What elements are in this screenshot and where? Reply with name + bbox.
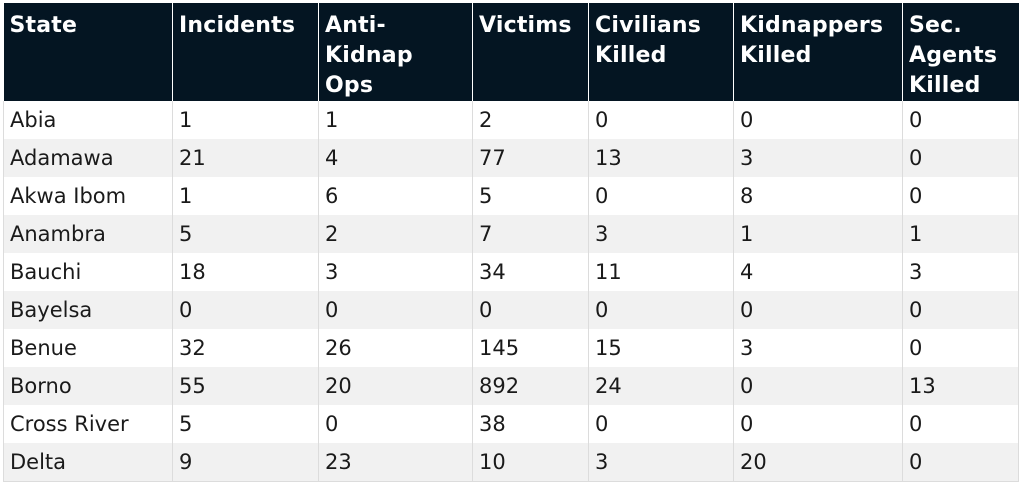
table-header: State Incidents Anti- Kidnap Ops Victims Civ… [3, 3, 1019, 101]
state-name-cell: Abia [3, 101, 173, 139]
table-cell-sec-agents-killed: 1 [902, 215, 1019, 253]
table-cell-sec-agents-killed: 0 [902, 101, 1019, 139]
column-header-victims: Victims [472, 3, 589, 101]
table-cell-incidents: 55 [172, 367, 319, 405]
table-cell-kidnappers-killed: 3 [733, 329, 903, 367]
table-cell-victims: 77 [472, 139, 589, 177]
table-cell-incidents: 0 [172, 291, 319, 329]
table-cell-sec-agents-killed: 0 [902, 139, 1019, 177]
table-cell-civilians-killed: 13 [588, 139, 734, 177]
column-header-kidnappers-killed: Kidnappers Killed [733, 3, 903, 101]
table-cell-sec-agents-killed: 0 [902, 291, 1019, 329]
table-cell-civilians-killed: 0 [588, 291, 734, 329]
table-cell-victims: 10 [472, 443, 589, 482]
table-row: Anambra 5 2 7 3 1 1 [3, 215, 1019, 253]
state-name-cell: Anambra [3, 215, 173, 253]
table-cell-civilians-killed: 0 [588, 405, 734, 443]
table-cell-civilians-killed: 0 [588, 101, 734, 139]
state-name-cell: Akwa Ibom [3, 177, 173, 215]
table-body: Abia 1 1 2 0 0 0 Adamawa 21 4 77 13 3 0 Akwa Ibom 1 6 5 0 8… [3, 101, 1019, 482]
table-cell-anti-kidnap-ops: 1 [318, 101, 473, 139]
table-row: Akwa Ibom 1 6 5 0 8 0 [3, 177, 1019, 215]
table-cell-victims: 7 [472, 215, 589, 253]
table-cell-civilians-killed: 15 [588, 329, 734, 367]
table-cell-kidnappers-killed: 20 [733, 443, 903, 482]
table-cell-victims: 38 [472, 405, 589, 443]
table-row: Borno 55 20 892 24 0 13 [3, 367, 1019, 405]
table-row: Cross River 5 0 38 0 0 0 [3, 405, 1019, 443]
table-cell-civilians-killed: 11 [588, 253, 734, 291]
table-cell-incidents: 21 [172, 139, 319, 177]
state-name-cell: Borno [3, 367, 173, 405]
table-cell-anti-kidnap-ops: 20 [318, 367, 473, 405]
column-header-civilians-killed: Civilians Killed [588, 3, 734, 101]
table-row: Abia 1 1 2 0 0 0 [3, 101, 1019, 139]
table-row: Bayelsa 0 0 0 0 0 0 [3, 291, 1019, 329]
table-row: Benue 32 26 145 15 3 0 [3, 329, 1019, 367]
table-cell-incidents: 32 [172, 329, 319, 367]
table-cell-sec-agents-killed: 0 [902, 443, 1019, 482]
table-cell-incidents: 5 [172, 215, 319, 253]
table-cell-anti-kidnap-ops: 26 [318, 329, 473, 367]
table-cell-kidnappers-killed: 0 [733, 367, 903, 405]
table-cell-anti-kidnap-ops: 23 [318, 443, 473, 482]
table-cell-civilians-killed: 0 [588, 177, 734, 215]
table-cell-kidnappers-killed: 0 [733, 405, 903, 443]
kidnapping-statistics-table: State Incidents Anti- Kidnap Ops Victims Civ… [3, 3, 1019, 482]
table-cell-incidents: 9 [172, 443, 319, 482]
table-cell-kidnappers-killed: 3 [733, 139, 903, 177]
table-cell-kidnappers-killed: 4 [733, 253, 903, 291]
header-row: State Incidents Anti- Kidnap Ops Victims Civ… [3, 3, 1019, 101]
table-cell-victims: 34 [472, 253, 589, 291]
state-name-cell: Bayelsa [3, 291, 173, 329]
table-cell-civilians-killed: 3 [588, 215, 734, 253]
table-cell-incidents: 1 [172, 101, 319, 139]
state-name-cell: Benue [3, 329, 173, 367]
state-name-cell: Bauchi [3, 253, 173, 291]
column-header-anti-kidnap-ops: Anti- Kidnap Ops [318, 3, 473, 101]
table-cell-anti-kidnap-ops: 4 [318, 139, 473, 177]
table-cell-sec-agents-killed: 0 [902, 329, 1019, 367]
table-cell-incidents: 1 [172, 177, 319, 215]
table-cell-sec-agents-killed: 0 [902, 177, 1019, 215]
table-row: Adamawa 21 4 77 13 3 0 [3, 139, 1019, 177]
table-cell-victims: 0 [472, 291, 589, 329]
table-cell-civilians-killed: 3 [588, 443, 734, 482]
state-name-cell: Adamawa [3, 139, 173, 177]
table-cell-incidents: 5 [172, 405, 319, 443]
table-row: Bauchi 18 3 34 11 4 3 [3, 253, 1019, 291]
column-header-incidents: Incidents [172, 3, 319, 101]
state-name-cell: Cross River [3, 405, 173, 443]
table-cell-kidnappers-killed: 0 [733, 291, 903, 329]
table-cell-victims: 145 [472, 329, 589, 367]
table-cell-anti-kidnap-ops: 3 [318, 253, 473, 291]
table-row: Delta 9 23 10 3 20 0 [3, 443, 1019, 482]
table-cell-anti-kidnap-ops: 2 [318, 215, 473, 253]
table-cell-victims: 892 [472, 367, 589, 405]
table-cell-sec-agents-killed: 13 [902, 367, 1019, 405]
table-cell-kidnappers-killed: 1 [733, 215, 903, 253]
table-cell-victims: 2 [472, 101, 589, 139]
table-cell-sec-agents-killed: 0 [902, 405, 1019, 443]
table-cell-civilians-killed: 24 [588, 367, 734, 405]
table-cell-incidents: 18 [172, 253, 319, 291]
table-cell-victims: 5 [472, 177, 589, 215]
table-cell-kidnappers-killed: 0 [733, 101, 903, 139]
table-cell-anti-kidnap-ops: 0 [318, 291, 473, 329]
table-cell-anti-kidnap-ops: 6 [318, 177, 473, 215]
table-cell-anti-kidnap-ops: 0 [318, 405, 473, 443]
state-name-cell: Delta [3, 443, 173, 482]
column-header-state: State [3, 3, 173, 101]
column-header-sec-agents-killed: Sec. Agents Killed [909, 13, 998, 98]
table-cell-sec-agents-killed: 3 [902, 253, 1019, 291]
table-cell-kidnappers-killed: 8 [733, 177, 903, 215]
